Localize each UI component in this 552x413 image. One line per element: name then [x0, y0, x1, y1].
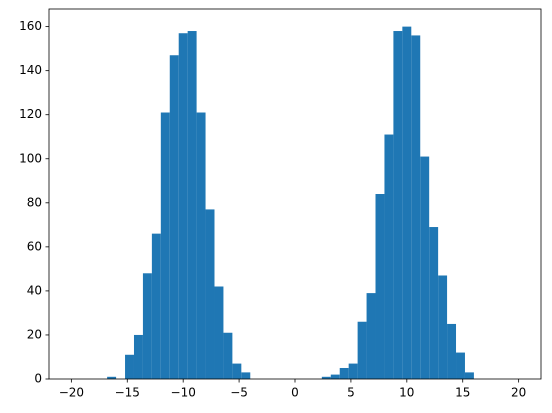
bar [438, 275, 448, 379]
bar [205, 209, 215, 379]
y-tick-label: 40 [27, 283, 42, 297]
bar [375, 194, 385, 379]
bar [223, 332, 233, 379]
bar [330, 374, 340, 379]
bar [464, 372, 474, 379]
bar [107, 376, 117, 379]
bar [133, 334, 143, 379]
bar [187, 31, 197, 380]
x-tick-label: 10 [399, 386, 414, 400]
bar [241, 372, 251, 379]
y-tick-label: 160 [19, 19, 42, 33]
y-tick-label: 60 [27, 239, 42, 253]
axes-frame [48, 8, 542, 380]
x-tick-label: 5 [347, 386, 355, 400]
bar [456, 352, 465, 379]
bar [160, 112, 170, 379]
bar [125, 354, 134, 379]
bar [196, 112, 206, 379]
bar [348, 363, 358, 379]
bar [366, 293, 376, 379]
bar [321, 376, 331, 379]
bar [178, 33, 188, 379]
bar [357, 321, 367, 379]
bar [447, 323, 457, 379]
y-tick-label: 100 [19, 151, 42, 165]
x-tick-label: 20 [511, 386, 526, 400]
bar [232, 363, 242, 379]
bar [420, 156, 430, 379]
y-tick-label: 20 [27, 327, 42, 341]
bar [411, 35, 421, 380]
bar [384, 134, 394, 379]
bar [402, 26, 412, 379]
bar [142, 273, 152, 379]
bar [169, 55, 179, 379]
y-tick-label: 80 [27, 195, 42, 209]
x-tick-label: 15 [455, 386, 470, 400]
bar [393, 31, 403, 380]
bar [429, 227, 439, 379]
y-tick-label: 140 [19, 63, 42, 77]
x-tick-label: 0 [291, 386, 299, 400]
bar [339, 367, 349, 379]
bar [151, 233, 161, 379]
x-tick-label: −5 [230, 386, 248, 400]
x-tick-label: −15 [115, 386, 140, 400]
bar [214, 286, 224, 379]
x-tick-label: −20 [59, 386, 84, 400]
y-tick-label: 120 [19, 107, 42, 121]
x-tick-label: −10 [171, 386, 196, 400]
y-tick-label: 0 [34, 372, 42, 386]
